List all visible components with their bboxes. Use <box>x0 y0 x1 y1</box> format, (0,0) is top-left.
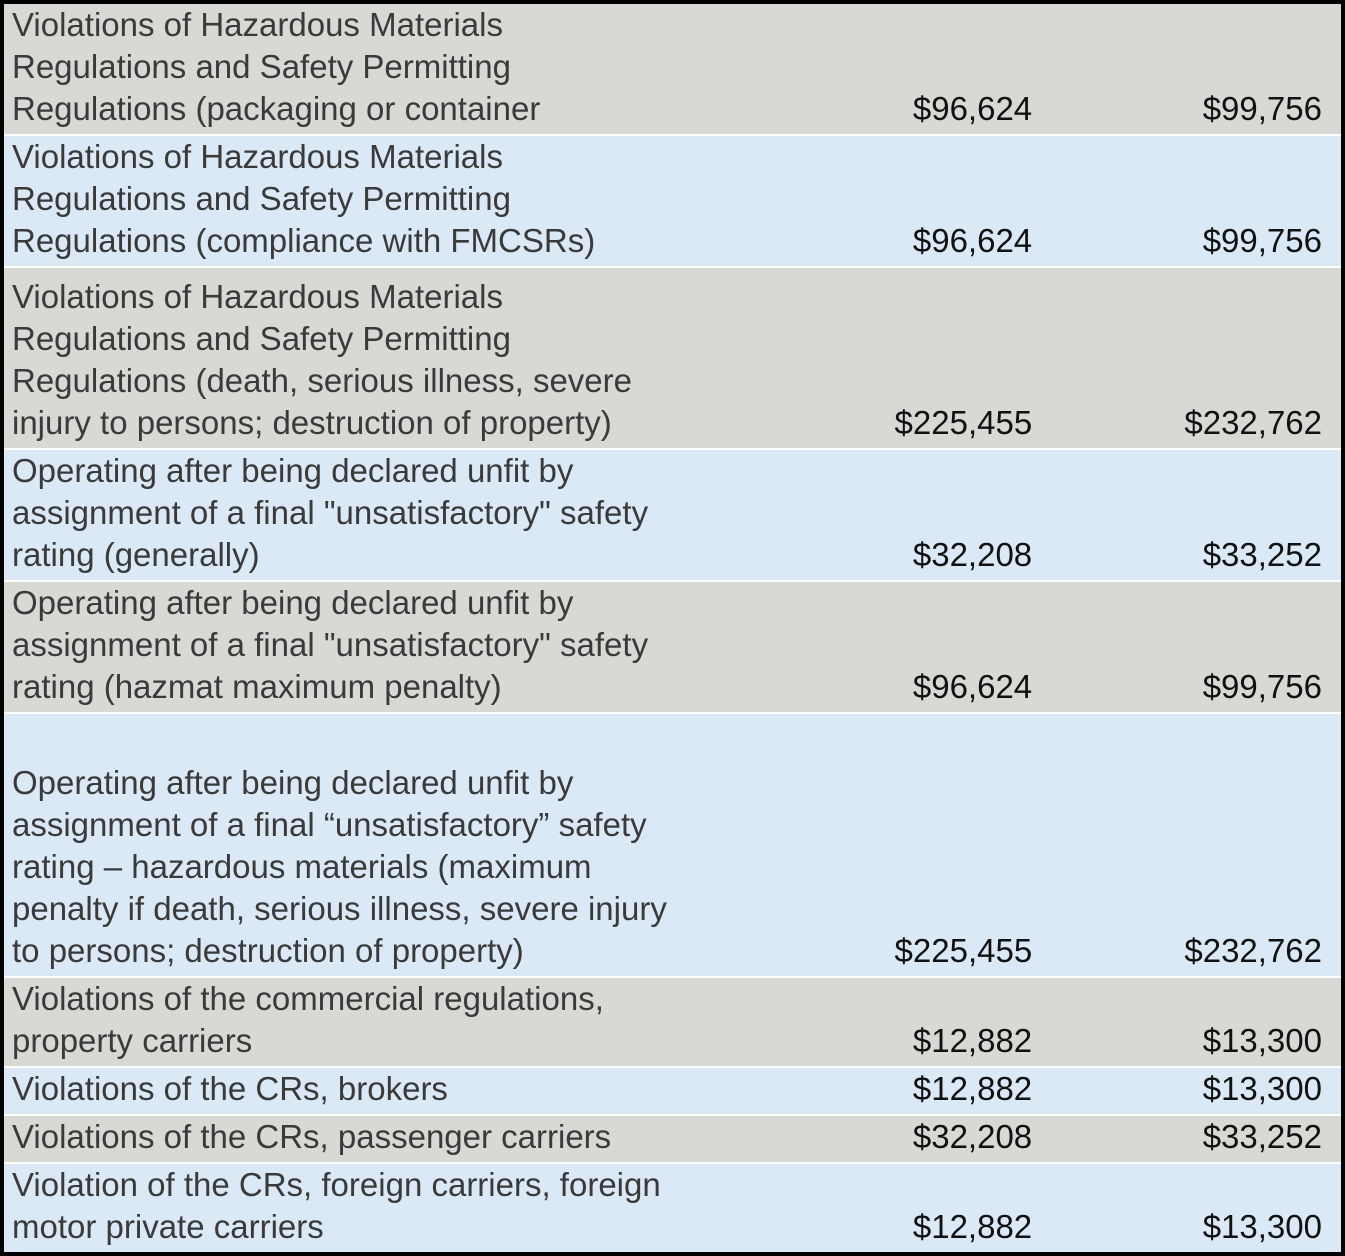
amount-2: $13,300 <box>1202 1022 1322 1059</box>
violation-description: Operating after being declared unfit by … <box>12 584 649 705</box>
table-row: Violations of the commercial regulations… <box>2 977 1343 1067</box>
violation-description: Violations of the CRs, brokers <box>12 1070 448 1107</box>
violation-description: Violations of the CRs, passenger carrier… <box>12 1118 612 1155</box>
amount-1: $32,208 <box>912 536 1033 573</box>
table-row: Violations of the CRs, passenger carrier… <box>2 1115 1343 1163</box>
table-row: Violations of Hazardous Materials Regula… <box>2 135 1343 267</box>
table-row: Operating after being declared unfit by … <box>2 713 1343 977</box>
table-row: Violation of the CRs, foreign carriers, … <box>2 1163 1343 1254</box>
amount-1: $96,624 <box>912 90 1033 127</box>
amount-1: $225,455 <box>894 932 1033 969</box>
violation-description: Violations of Hazardous Materials Regula… <box>12 6 541 127</box>
amount-1: $12,882 <box>912 1022 1033 1059</box>
table-row: Operating after being declared unfit by … <box>2 449 1343 581</box>
amount-2: $13,300 <box>1202 1208 1322 1245</box>
violation-description: Operating after being declared unfit by … <box>12 764 667 969</box>
amount-1: $96,624 <box>912 222 1033 259</box>
table-row: Violations of the CRs, brokers $12,882 $… <box>2 1067 1343 1115</box>
amount-2: $232,762 <box>1184 932 1322 969</box>
amount-2: $13,300 <box>1202 1070 1322 1107</box>
amount-2: $33,252 <box>1202 536 1322 573</box>
table-row: Violations of Hazardous Materials Regula… <box>2 267 1343 449</box>
violation-description: Violations of Hazardous Materials Regula… <box>12 138 596 259</box>
amount-1: $12,882 <box>912 1070 1033 1107</box>
amount-2: $99,756 <box>1202 90 1322 127</box>
violation-description: Operating after being declared unfit by … <box>12 452 649 573</box>
violation-description: Violation of the CRs, foreign carriers, … <box>12 1166 661 1245</box>
amount-2: $232,762 <box>1184 404 1322 441</box>
amount-1: $32,208 <box>912 1118 1033 1155</box>
amount-1: $12,882 <box>912 1208 1033 1245</box>
amount-2: $99,756 <box>1202 222 1322 259</box>
table-row: Violations of Hazardous Materials Regula… <box>2 2 1343 135</box>
amount-1: $96,624 <box>912 668 1033 705</box>
amount-2: $99,756 <box>1202 668 1322 705</box>
amount-1: $225,455 <box>894 404 1033 441</box>
table-row: Operating after being declared unfit by … <box>2 581 1343 713</box>
violation-description: Violations of Hazardous Materials Regula… <box>12 278 632 441</box>
violation-description: Violations of the commercial regulations… <box>12 980 604 1059</box>
amount-2: $33,252 <box>1202 1118 1322 1155</box>
